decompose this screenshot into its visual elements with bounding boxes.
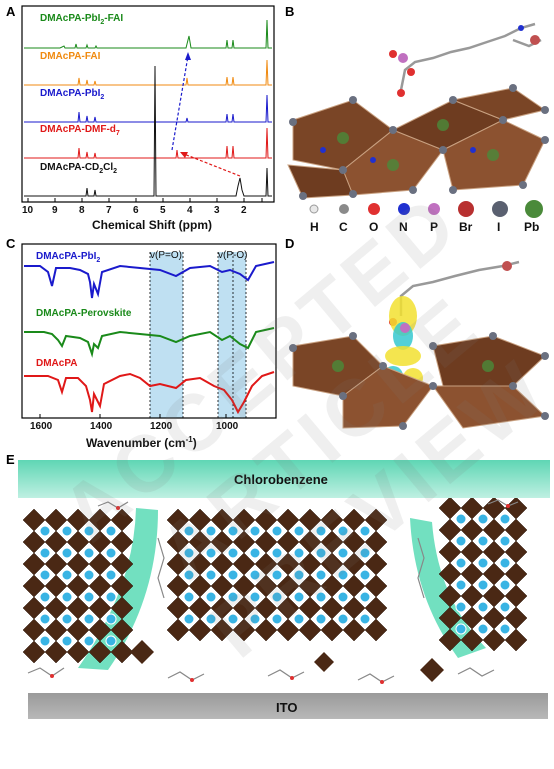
nmr-trace-cd2cl2 [24,65,272,197]
perovskite-film-schematic [22,498,528,684]
iodide-atoms-b [289,84,549,200]
octahedra-b [287,87,547,199]
ftir-x-axis-title: Wavenumber (cm-1) [86,435,197,450]
legend-h: H [310,220,319,234]
nmr-x-ticks [27,198,263,202]
grain-left [22,508,134,664]
legend-pb: Pb [524,220,540,234]
octahedra-d [292,335,547,429]
ftir-xtick-1200: 1200 [150,421,173,432]
ftir-xtick-1600: 1600 [30,421,53,432]
nmr-blue-arrow [171,55,189,151]
nmr-trace-fai [24,59,272,86]
ftir-label-perovskite: DMAcPA-Perovskite [36,308,132,319]
panel-label-d: D [285,236,295,251]
panel-label-b: B [285,4,295,19]
grain-center [166,508,388,642]
dmacpa-molecules [27,499,519,683]
ftir-trace-dmacpa [24,371,275,415]
nmr-x-axis-title: Chemical Shift (ppm) [92,218,213,232]
nmr-red-arrow [183,153,241,177]
nmr-label-fai: DMAcPA-FAI [40,51,101,62]
legend-n: N [399,220,408,234]
molecule-chain-b [399,22,542,91]
nmr-label-pbi2: DMAcPA-PbI2 [40,88,105,101]
nmr-label-dmf: DMAcPA-DMF-d7 [40,124,120,137]
nmr-red-arrowhead [180,152,188,158]
chlorobenzene-label: Chlorobenzene [234,472,328,487]
grain-boundary-left [78,508,158,670]
ftir-x-ticks [39,414,227,418]
legend-i: I [497,220,501,234]
panel-label-e: E [6,452,15,467]
legend-p: P [430,220,439,234]
nmr-blue-arrowhead [185,52,191,60]
chlorobenzene-layer [18,460,550,498]
band-label-p-o-double: v(P=O) [150,250,182,261]
element-legend-b [309,200,543,218]
ftir-spectra-plot [21,243,277,419]
ftir-trace-perovskite [24,327,275,358]
charge-density-structure-d [289,260,549,430]
loose-octahedron-1 [130,640,154,664]
nmr-xtick-10: 10 [22,205,34,216]
nmr-label-cd2cl2: DMAcPA-CD2Cl2 [40,162,118,175]
nmr-label-pbi2-fai: DMAcPA-PbI2-FAI [40,13,124,26]
legend-br: Br [459,220,473,234]
band-p-o-single [218,252,246,418]
nmr-plot-frame [21,5,275,203]
panel-label-a: A [6,4,16,19]
ftir-label-pbi2: DMAcPA-PbI2 [36,251,101,264]
nmr-xtick-3: 3 [214,205,220,216]
ftir-xtick-1400: 1400 [90,421,113,432]
dmacpa-perovskite-structure-b [287,22,549,200]
ito-label: ITO [276,700,298,715]
panel-label-c: C [6,236,16,251]
loose-octahedron-3 [420,658,444,682]
grain-boundary-right [410,518,486,658]
band-label-p-o-single: v(P-O) [218,250,248,261]
ftir-label-dmacpa: DMAcPA [36,358,78,369]
nmr-spectra-plot [21,5,275,203]
nmr-xtick-7: 7 [106,205,112,216]
ftir-plot-frame [21,243,277,419]
ftir-trace-pbi2 [24,261,275,299]
ftir-xtick-1000: 1000 [216,421,239,432]
nmr-xtick-8: 8 [79,205,85,216]
nmr-trace-pbi2 [24,94,272,123]
nmr-trace-dmf [24,127,272,159]
nmr-xtick-5: 5 [160,205,166,216]
legend-o: O [369,220,379,234]
nmr-xtick-4: 4 [187,205,193,216]
nmr-xtick-9: 9 [52,205,58,216]
grain-right [438,498,528,652]
nmr-trace-pbi2-fai [24,19,272,49]
nmr-xtick-6: 6 [133,205,139,216]
ito-substrate [28,693,548,719]
legend-c: C [339,220,348,234]
loose-octahedron-2 [314,652,334,672]
nmr-xtick-2: 2 [241,205,247,216]
